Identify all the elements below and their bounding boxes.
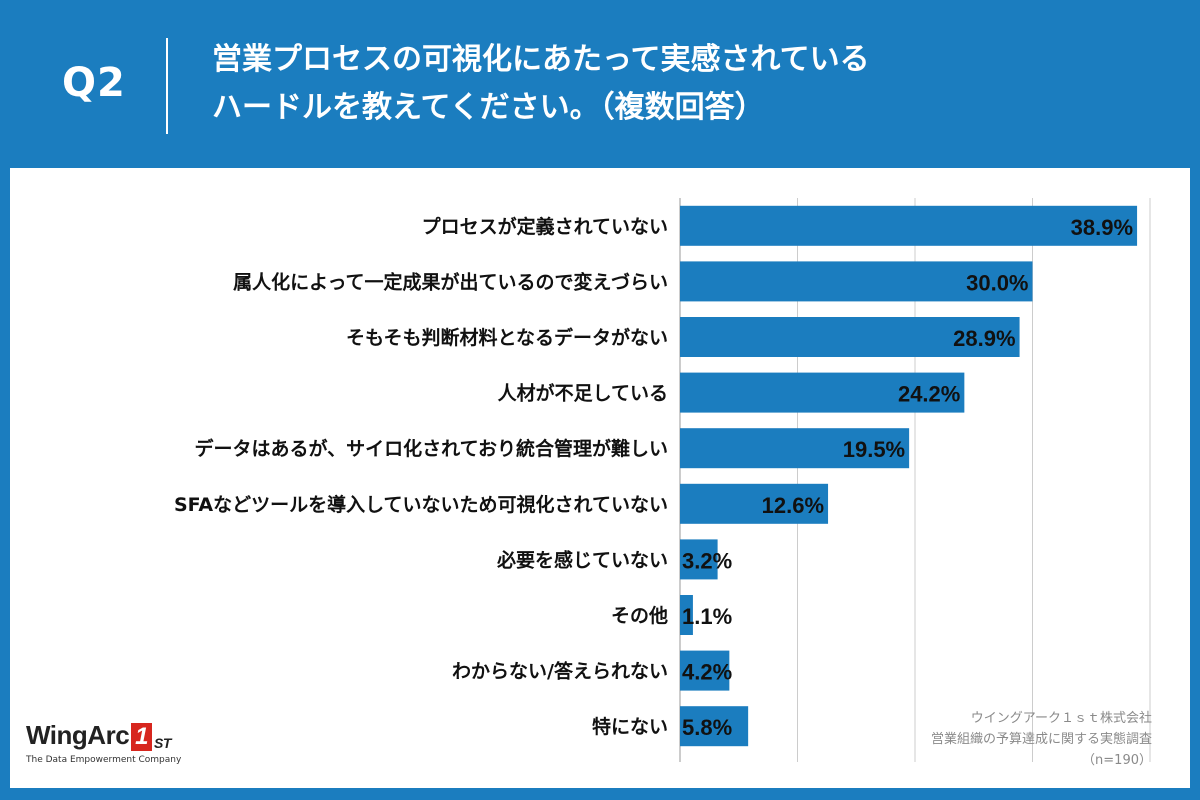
bar xyxy=(680,428,910,469)
question-title: 営業プロセスの可視化にあたって実感されている ハードルを教えてください。（複数回… xyxy=(212,36,870,132)
source-note: ウイングアーク１ｓｔ株式会社 営業組織の予算達成に関する実態調査 （n=190） xyxy=(931,708,1152,771)
title-line-2: ハードルを教えてください。（複数回答） xyxy=(212,90,765,125)
bar xyxy=(680,372,965,413)
logo-wordmark: WingArc 1 ST xyxy=(26,720,181,751)
category-label: そもそも判断材料となるデータがない xyxy=(346,326,668,349)
bar xyxy=(680,483,829,524)
bar xyxy=(680,205,1138,246)
category-label: その他 xyxy=(611,604,668,627)
category-label: データはあるが、サイロ化されており統合管理が難しい xyxy=(195,437,668,460)
category-label: SFAなどツールを導入していないため可視化されていない xyxy=(174,493,668,516)
chart-panel: プロセスが定義されていない 38.9% 属人化によって一定成果が出ているので変えづら… xyxy=(10,168,1190,788)
value-label: 28.9% xyxy=(953,326,1015,351)
category-label: わからない/答えられない xyxy=(452,660,668,683)
value-label: 4.2% xyxy=(682,660,732,685)
category-label: 属人化によって一定成果が出ているので変えづらい xyxy=(233,270,668,293)
question-header: Q2 営業プロセスの可視化にあたって実感されている ハードルを教えてください。（… xyxy=(0,0,1200,168)
source-sample: （n=190） xyxy=(1082,753,1152,768)
logo-name: WingArc xyxy=(26,720,130,750)
value-label: 24.2% xyxy=(898,382,960,407)
value-label: 30.0% xyxy=(966,270,1028,295)
category-label: プロセスが定義されていない xyxy=(422,215,668,238)
bar-chart: プロセスが定義されていない 38.9% 属人化によって一定成果が出ているので変えづら… xyxy=(174,198,1151,762)
value-label: 1.1% xyxy=(682,604,732,629)
source-company: ウイングアーク１ｓｔ株式会社 xyxy=(970,711,1152,726)
category-label: 人材が不足している xyxy=(498,382,668,405)
question-number: Q2 xyxy=(62,60,126,106)
logo-mark: 1 xyxy=(131,723,153,751)
title-line-1: 営業プロセスの可視化にあたって実感されている xyxy=(212,42,870,77)
value-label: 3.2% xyxy=(682,548,732,573)
bar xyxy=(680,539,718,580)
category-label: 特にない xyxy=(592,716,668,738)
logo-tagline: The Data Empowerment Company xyxy=(26,755,182,765)
value-label: 12.6% xyxy=(762,493,824,518)
bar xyxy=(680,595,693,635)
value-label: 5.8% xyxy=(682,715,732,740)
source-survey: 営業組織の予算達成に関する実態調査 xyxy=(930,732,1152,747)
bar xyxy=(680,317,1020,357)
bar xyxy=(680,650,730,691)
value-label: 19.5% xyxy=(843,437,905,462)
logo-suffix: ST xyxy=(154,735,171,751)
wingarc-logo: WingArc 1 ST The Data Empowerment Compan… xyxy=(26,720,181,765)
category-label: 必要を感じていない xyxy=(496,548,668,571)
bar xyxy=(680,261,1033,302)
value-label: 38.9% xyxy=(1071,215,1133,240)
header-divider xyxy=(166,38,168,134)
bar xyxy=(680,706,749,747)
